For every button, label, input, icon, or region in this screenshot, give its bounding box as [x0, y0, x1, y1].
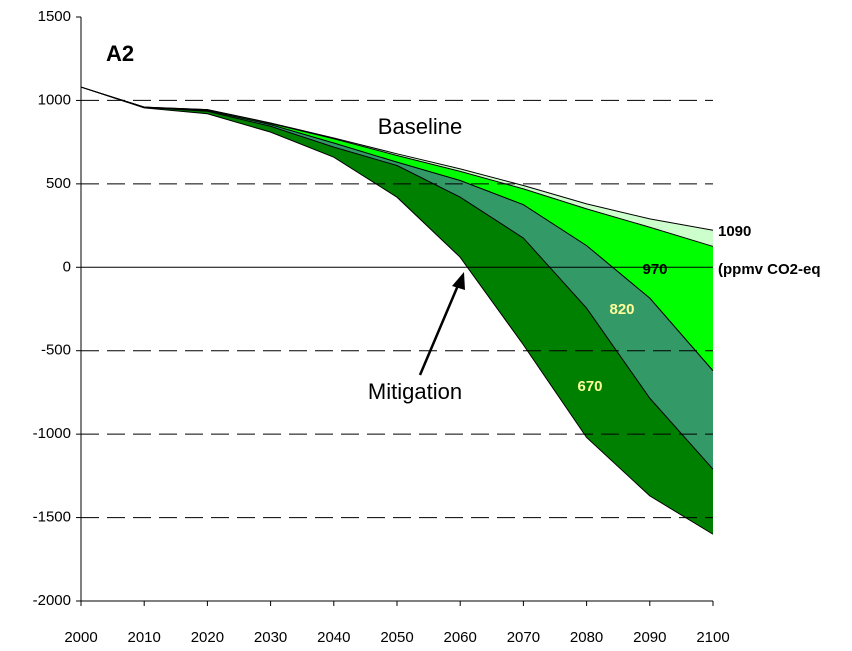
series-label: Baseline — [378, 114, 462, 139]
area-band — [81, 87, 713, 470]
x-tick-label: 2030 — [254, 629, 287, 646]
x-tick-label: 2040 — [317, 629, 350, 646]
series-line — [80, 86, 714, 470]
arrow-head — [452, 272, 465, 290]
y-tick-label: 0 — [63, 258, 71, 275]
x-tick-label: 2080 — [570, 629, 603, 646]
x-tick-label: 2100 — [696, 629, 729, 646]
annotation: (ppmv CO2-eq — [718, 261, 821, 278]
y-tick-label: -1000 — [33, 425, 71, 442]
arrow-shaft — [418, 282, 461, 376]
x-tick-label: 2000 — [64, 629, 97, 646]
y-tick-label: -2000 — [33, 592, 71, 609]
series-label: 970 — [642, 261, 667, 278]
x-tick-label: 2070 — [507, 629, 540, 646]
area-band — [81, 87, 713, 535]
series-line — [80, 86, 714, 535]
x-tick-label: 2050 — [380, 629, 413, 646]
x-tick-label: 2020 — [191, 629, 224, 646]
series-line — [80, 86, 714, 247]
area-band — [81, 87, 713, 371]
x-tick-label: 2060 — [444, 629, 477, 646]
annotation: Mitigation — [368, 379, 462, 404]
x-tick-label: 2010 — [128, 629, 161, 646]
series-label: 1090 — [718, 223, 751, 240]
series-label: 820 — [609, 301, 634, 318]
y-tick-label: 1000 — [38, 91, 71, 108]
x-tick-label: 2090 — [633, 629, 666, 646]
y-tick-label: 1500 — [38, 8, 71, 25]
chart-title: A2 — [106, 41, 134, 66]
series-label: 670 — [577, 378, 602, 395]
y-tick-label: -1500 — [33, 509, 71, 526]
y-tick-label: 500 — [46, 175, 71, 192]
series-line — [80, 86, 714, 372]
y-tick-label: -500 — [41, 342, 71, 359]
